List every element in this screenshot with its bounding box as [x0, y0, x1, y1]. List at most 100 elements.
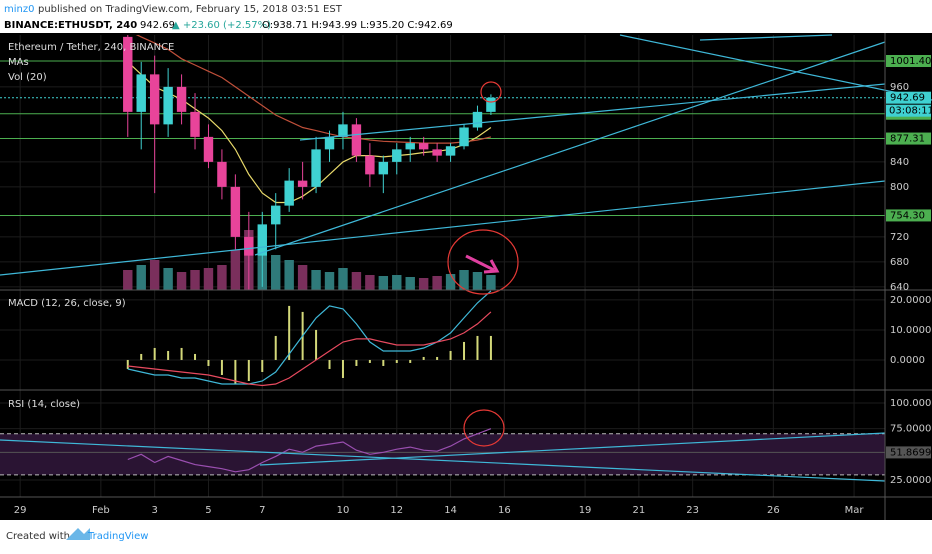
candle-body [338, 124, 348, 137]
candle-body [459, 127, 469, 147]
volume-bar [486, 275, 496, 290]
marks [123, 35, 496, 473]
level-label: 877.31 [890, 134, 925, 145]
x-tick-label: 16 [498, 505, 511, 516]
histogram-bar [315, 329, 318, 360]
arrow [465, 254, 495, 272]
histogram-bar [234, 359, 237, 384]
x-tick-label: 5 [205, 505, 211, 516]
panel-title: MACD (12, 26, close, 9) [8, 298, 126, 309]
histogram-bar [341, 359, 344, 378]
x-tick-label: 26 [767, 505, 780, 516]
histogram-bar [207, 359, 210, 366]
candle-body [190, 111, 200, 137]
author[interactable]: minz0 [4, 4, 34, 15]
logo [66, 528, 90, 540]
y-tick-label: 100.0000 [890, 398, 932, 409]
candle-body [244, 236, 254, 256]
x-tick-label: Feb [92, 505, 110, 516]
countdown-box [886, 104, 931, 117]
x-tick-label: 10 [337, 505, 350, 516]
x-tick-label: Mar [845, 505, 865, 516]
y-tick-label: 840 [890, 157, 909, 168]
ohlc: O:938.71 H:943.99 L:935.20 C:942.69 [262, 20, 453, 31]
volume-bar [149, 260, 160, 290]
macd-line [127, 311, 492, 387]
y-tick-label: 720 [890, 232, 909, 243]
histogram-bar [409, 359, 412, 363]
candle-body [432, 149, 442, 156]
candle-body [271, 205, 281, 225]
histogram-bar [395, 359, 398, 363]
candle-body [378, 161, 389, 175]
candle-body [149, 74, 160, 125]
volume-bar [392, 275, 402, 290]
highlight-circle [463, 409, 505, 447]
y-tick-label: 640 [890, 282, 909, 293]
volume-bar [432, 276, 442, 290]
drawings [0, 34, 932, 482]
x-tick-label: 7 [259, 505, 265, 516]
trendline [0, 439, 886, 482]
level-label: 942.69 [890, 93, 925, 104]
countdown: 03:08:11 [889, 106, 932, 117]
trendline [299, 83, 886, 141]
histogram-bar [288, 305, 291, 360]
histogram-bar [220, 359, 223, 375]
highlight-circle [480, 81, 502, 103]
volume-bar [324, 272, 335, 290]
volume-bar [284, 260, 294, 290]
created-with: Created with [6, 531, 70, 542]
last-price: 942.69 [140, 20, 175, 31]
candle-body [351, 124, 362, 156]
candle-body [230, 186, 241, 237]
level-label: 754.30 [890, 210, 925, 221]
candle-body [418, 143, 429, 150]
trendline [0, 180, 886, 276]
candle-body [123, 36, 133, 112]
histogram-bar [126, 359, 129, 369]
trendline [254, 41, 886, 256]
volume-bar [405, 277, 415, 290]
candle-body [257, 224, 267, 256]
histogram-bar [140, 353, 143, 360]
volume-bar [351, 272, 362, 290]
x-tick-label: 21 [633, 505, 646, 516]
histogram-bar [355, 359, 358, 366]
published: published on TradingView.com, February 1… [38, 4, 343, 15]
footer [0, 520, 932, 550]
volume-bar [378, 276, 389, 290]
volume-bar [297, 265, 308, 290]
arrow-head [483, 259, 500, 274]
trendline [259, 432, 886, 466]
candle-body [163, 86, 173, 125]
histogram-bar [194, 353, 197, 360]
level-box [886, 209, 931, 222]
brand[interactable]: TradingView [87, 531, 148, 542]
x-tick-label: 3 [151, 505, 157, 516]
histogram-bar [436, 356, 439, 360]
candle-body [297, 180, 308, 187]
histogram-bar [489, 335, 492, 360]
y-tick-label: 75.0000 [890, 424, 931, 435]
trendline [699, 34, 833, 41]
candle-body [203, 136, 214, 162]
x-tick-label: 29 [14, 505, 27, 516]
volume-bar [418, 278, 429, 290]
level-label: 51.8699 [890, 447, 931, 458]
level-box [886, 55, 931, 67]
volume-bar [190, 270, 200, 290]
highlight-circle [447, 229, 519, 295]
macd-line [127, 290, 492, 385]
x-tick-label: 14 [444, 505, 457, 516]
volume-bar [445, 274, 456, 290]
histogram-bar [274, 335, 277, 360]
volume-legend: Vol (20) [8, 72, 47, 83]
labels: 29 Feb 3 5 7 10 12 14 16 19 21 23 26 Mar 640 680 720 800 8… [8, 42, 932, 516]
y-tick-label: 800 [890, 182, 909, 193]
candle-body [284, 180, 294, 206]
histogram-bar [180, 347, 183, 360]
y-tick-label: 680 [890, 257, 909, 268]
candle-body [472, 111, 483, 128]
x-tick-label: 23 [686, 505, 699, 516]
